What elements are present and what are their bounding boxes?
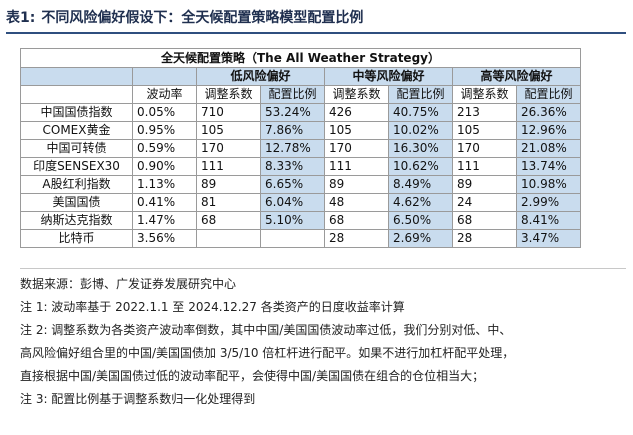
vol-value: 3.56% (132, 229, 197, 248)
vol-value: 0.90% (132, 157, 197, 176)
vol-value: 1.47% (132, 211, 197, 230)
vol-value: 0.95% (132, 121, 197, 140)
table-number: 表1: (6, 10, 36, 26)
high-ratio-value: 2.99% (516, 193, 581, 212)
col-header-vol: 波动率 (132, 85, 197, 104)
allocation-table: 全天候配置策略（The All Weather Strategy） 低风险偏好 … (20, 48, 581, 248)
mid-coef-value: 426 (324, 103, 389, 122)
low-coef-value: 81 (196, 193, 261, 212)
low-ratio-value: 8.33% (260, 157, 325, 176)
mid-coef-value: 68 (324, 211, 389, 230)
note-1: 注 1: 波动率基于 2022.1.1 至 2024.12.27 各类资产的日度… (20, 300, 405, 314)
table-row: 中国国债指数 0.05% 710 53.24% 426 40.75% 213 2… (20, 103, 581, 122)
table-row: 美国国债 0.41% 81 6.04% 48 4.62% 24 2.99% (20, 193, 581, 212)
asset-name: COMEX黄金 (20, 121, 133, 140)
asset-name: 比特币 (20, 229, 133, 248)
low-ratio-value: 12.78% (260, 139, 325, 158)
table-row: A股红利指数 1.13% 89 6.65% 89 8.49% 89 10.98% (20, 175, 581, 194)
high-ratio-value: 21.08% (516, 139, 581, 158)
note-2-line-1: 注 2: 调整系数为各类资产波动率倒数，其中中国/美国国债波动率过低，我们分别对… (20, 323, 512, 337)
low-coef-value: 105 (196, 121, 261, 140)
vol-group-cell (132, 67, 197, 86)
low-coef-value: 68 (196, 211, 261, 230)
mid-ratio-value: 16.30% (388, 139, 453, 158)
mid-coef-value: 111 (324, 157, 389, 176)
asset-name: 中国国债指数 (20, 103, 133, 122)
table-row: 印度SENSEX30 0.90% 111 8.33% 111 10.62% 11… (20, 157, 581, 176)
col-header-mid-ratio: 配置比例 (388, 85, 453, 104)
mid-ratio-value: 6.50% (388, 211, 453, 230)
col-header-mid-coef: 调整系数 (324, 85, 389, 104)
high-coef-value: 111 (452, 157, 517, 176)
high-coef-value: 28 (452, 229, 517, 248)
col-header-high-coef: 调整系数 (452, 85, 517, 104)
group-high-risk: 高等风险偏好 (452, 67, 581, 86)
mid-ratio-value: 10.02% (388, 121, 453, 140)
low-ratio-value: 53.24% (260, 103, 325, 122)
vol-value: 0.05% (132, 103, 197, 122)
table-row: 纳斯达克指数 1.47% 68 5.10% 68 6.50% 68 8.41% (20, 211, 581, 230)
high-coef-value: 89 (452, 175, 517, 194)
high-ratio-value: 12.96% (516, 121, 581, 140)
notes-section: 数据来源：彭博、广发证券发展研究中心 注 1: 波动率基于 2022.1.1 至… (20, 268, 626, 411)
low-ratio-value: 7.86% (260, 121, 325, 140)
low-coef-value: 111 (196, 157, 261, 176)
col-header-high-ratio: 配置比例 (516, 85, 581, 104)
high-coef-value: 213 (452, 103, 517, 122)
low-coef-value: 710 (196, 103, 261, 122)
asset-name: 纳斯达克指数 (20, 211, 133, 230)
col-header-low-ratio: 配置比例 (260, 85, 325, 104)
high-coef-value: 68 (452, 211, 517, 230)
col-header-asset (20, 85, 133, 104)
asset-name: 中国可转债 (20, 139, 133, 158)
vol-value: 0.59% (132, 139, 197, 158)
group-mid-risk: 中等风险偏好 (324, 67, 453, 86)
table-banner: 全天候配置策略（The All Weather Strategy） (20, 48, 581, 68)
mid-coef-value: 170 (324, 139, 389, 158)
high-ratio-value: 26.36% (516, 103, 581, 122)
table-row: 中国可转债 0.59% 170 12.78% 170 16.30% 170 21… (20, 139, 581, 158)
table-row: COMEX黄金 0.95% 105 7.86% 105 10.02% 105 1… (20, 121, 581, 140)
mid-coef-value: 28 (324, 229, 389, 248)
high-coef-value: 105 (452, 121, 517, 140)
corner-cell (20, 67, 133, 86)
asset-name: 美国国债 (20, 193, 133, 212)
data-source: 数据来源：彭博、广发证券发展研究中心 (20, 277, 237, 291)
low-coef-value: 170 (196, 139, 261, 158)
low-coef-value (196, 229, 261, 248)
table-title: 表1: 不同风险偏好假设下：全天候配置策略模型配置比例 (6, 6, 626, 34)
mid-ratio-value: 4.62% (388, 193, 453, 212)
table-row: 比特币 3.56% 28 2.69% 28 3.47% (20, 229, 581, 248)
vol-value: 1.13% (132, 175, 197, 194)
high-ratio-value: 13.74% (516, 157, 581, 176)
high-ratio-value: 3.47% (516, 229, 581, 248)
low-ratio-value: 6.65% (260, 175, 325, 194)
mid-coef-value: 89 (324, 175, 389, 194)
asset-name: A股红利指数 (20, 175, 133, 194)
vol-value: 0.41% (132, 193, 197, 212)
high-coef-value: 24 (452, 193, 517, 212)
high-ratio-value: 10.98% (516, 175, 581, 194)
note-2-line-2: 高风险偏好组合里的中国/美国国债加 3/5/10 倍杠杆进行配平。如果不进行加杠… (20, 346, 515, 360)
note-2-line-3: 直接根据中国/美国国债过低的波动率配平，会使得中国/美国国债在组合的仓位相当大； (20, 369, 485, 383)
high-ratio-value: 8.41% (516, 211, 581, 230)
asset-name: 印度SENSEX30 (20, 157, 133, 176)
col-header-low-coef: 调整系数 (196, 85, 261, 104)
group-low-risk: 低风险偏好 (196, 67, 325, 86)
low-coef-value: 89 (196, 175, 261, 194)
table-caption: 不同风险偏好假设下：全天候配置策略模型配置比例 (41, 10, 364, 26)
mid-ratio-value: 10.62% (388, 157, 453, 176)
mid-ratio-value: 40.75% (388, 103, 453, 122)
mid-coef-value: 48 (324, 193, 389, 212)
low-ratio-value: 5.10% (260, 211, 325, 230)
mid-ratio-value: 8.49% (388, 175, 453, 194)
mid-ratio-value: 2.69% (388, 229, 453, 248)
low-ratio-value (260, 229, 325, 248)
low-ratio-value: 6.04% (260, 193, 325, 212)
high-coef-value: 170 (452, 139, 517, 158)
mid-coef-value: 105 (324, 121, 389, 140)
note-3: 注 3: 配置比例基于调整系数归一化处理得到 (20, 392, 256, 406)
